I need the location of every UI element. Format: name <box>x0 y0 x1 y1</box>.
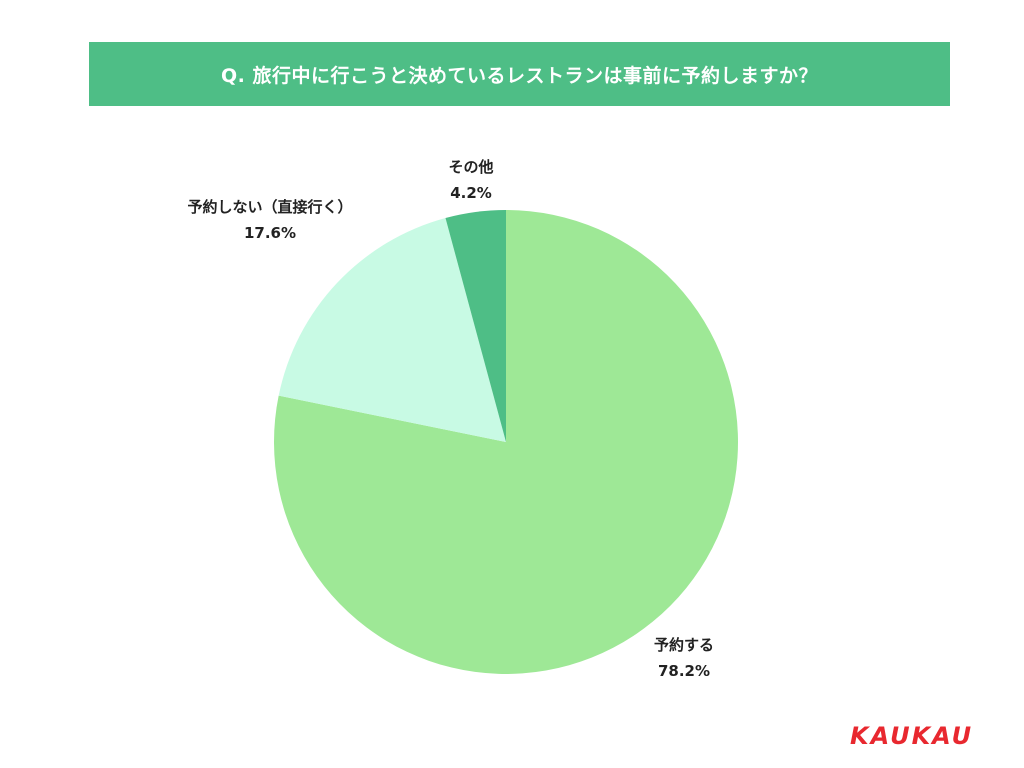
pie-slice-3 <box>445 209 506 442</box>
chart-title: Q. 旅行中に行こうと決めているレストランは事前に予約しますか？ <box>221 64 818 87</box>
slice-value-label-2: 17.6% <box>244 224 296 242</box>
pie-slice-1 <box>273 210 738 674</box>
slice-label-1: 予約する <box>654 636 714 654</box>
slice-label-2: 予約しない（直接行く） <box>187 198 352 216</box>
title-banner: Q. 旅行中に行こうと決めているレストランは事前に予約しますか？ <box>89 42 950 106</box>
slice-value-label-3: 4.2% <box>450 184 492 202</box>
slice-value-label-1: 78.2% <box>658 662 710 680</box>
pie-slice-2 <box>278 218 506 442</box>
kaukau-logo: KAUKAU <box>850 722 974 750</box>
slice-label-3: その他 <box>448 158 493 176</box>
